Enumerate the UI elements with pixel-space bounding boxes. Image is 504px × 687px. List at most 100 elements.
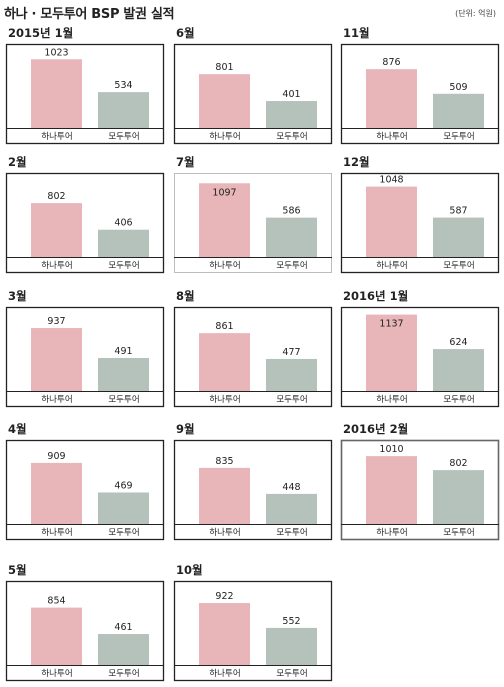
value-label-hana: 854 (47, 596, 65, 607)
panel-title: 12월 (343, 155, 370, 169)
chart-panel-nov: 11월 876 하나투어 509 모두투어 (340, 26, 500, 146)
value-label-hana: 1137 (379, 319, 403, 330)
bar-hana (199, 603, 250, 665)
bar-modu (266, 101, 317, 128)
chart-panel-jun: 6월 801 하나투어 401 모두투어 (173, 26, 333, 146)
value-label-hana: 861 (215, 321, 233, 332)
category-label-modu: 모두투어 (108, 527, 139, 538)
bar-modu (98, 492, 149, 524)
category-label-hana: 하나투어 (209, 394, 240, 405)
bar-chart: 854 하나투어 461 모두투어 (5, 580, 165, 682)
bar-hana (199, 183, 250, 257)
value-label-modu: 491 (114, 346, 132, 357)
page-title: 하나 · 모두투어 BSP 발권 실적 (4, 7, 175, 22)
value-label-hana: 835 (215, 456, 233, 467)
category-label-modu: 모두투어 (108, 131, 139, 142)
bar-chart: 909 하나투어 469 모두투어 (5, 439, 165, 541)
panel-title: 2016년 1월 (343, 289, 409, 303)
panel-title: 5월 (8, 563, 27, 577)
value-label-hana: 1023 (44, 47, 68, 58)
chart-panel-jul: 7월 1097 하나투어 586 모두투어 (174, 155, 332, 275)
bar-hana (31, 59, 82, 128)
category-label-hana: 하나투어 (209, 527, 240, 538)
panel-title: 9월 (176, 422, 195, 436)
bar-hana (366, 186, 417, 257)
category-label-hana: 하나투어 (41, 260, 72, 271)
panel-title: 4월 (8, 422, 27, 436)
value-label-hana: 1010 (379, 444, 403, 455)
chart-frame (340, 439, 500, 541)
chart-frame (5, 172, 165, 274)
category-label-modu: 모두투어 (276, 527, 307, 538)
value-label-modu: 469 (114, 480, 132, 491)
bar-chart: 876 하나투어 509 모두투어 (340, 43, 500, 145)
value-label-hana: 922 (215, 591, 233, 602)
bar-modu (98, 92, 149, 128)
value-label-modu: 477 (282, 347, 300, 358)
chart-panel-2016-jan: 2016년 1월 1137 하나투어 624 모두투어 (340, 289, 500, 409)
category-label-hana: 하나투어 (41, 394, 72, 405)
panel-title: 7월 (176, 155, 195, 169)
bar-hana (199, 333, 250, 391)
chart-frame (173, 306, 333, 408)
category-label-hana: 하나투어 (41, 131, 72, 142)
bar-chart: 1137 하나투어 624 모두투어 (340, 306, 500, 408)
value-label-modu: 586 (282, 206, 300, 217)
category-label-hana: 하나투어 (209, 668, 240, 679)
chart-panel-2016-feb: 2016년 2월 1010 하나투어 802 모두투어 (340, 422, 500, 542)
chart-panel-apr: 4월 909 하나투어 469 모두투어 (5, 422, 165, 542)
value-label-hana: 1097 (212, 187, 236, 198)
bar-modu (98, 229, 149, 257)
bar-chart: 1097 하나투어 586 모두투어 (174, 173, 332, 273)
chart-frame (5, 306, 165, 408)
category-label-hana: 하나투어 (209, 131, 240, 142)
category-label-hana: 하나투어 (41, 668, 72, 679)
value-label-modu: 461 (114, 622, 132, 633)
bar-hana (31, 328, 82, 391)
chart-panel-dec: 12월 1048 하나투어 587 모두투어 (340, 155, 500, 275)
bar-hana (31, 203, 82, 257)
chart-frame (174, 173, 332, 273)
category-label-modu: 모두투어 (443, 131, 474, 142)
category-label-modu: 모두투어 (276, 131, 307, 142)
category-label-hana: 하나투어 (376, 260, 407, 271)
bar-modu (433, 470, 484, 524)
panel-title: 3월 (8, 289, 27, 303)
bar-hana (366, 69, 417, 128)
value-label-hana: 876 (382, 57, 400, 68)
chart-panel-oct: 10월 922 하나투어 552 모두투어 (173, 563, 333, 683)
panel-title: 2016년 2월 (343, 422, 409, 436)
bar-hana (366, 314, 417, 391)
bar-modu (266, 493, 317, 524)
category-label-modu: 모두투어 (276, 668, 307, 679)
category-label-modu: 모두투어 (443, 527, 474, 538)
bar-chart: 922 하나투어 552 모두투어 (173, 580, 333, 682)
bar-hana (366, 456, 417, 524)
chart-frame (5, 580, 165, 682)
value-label-modu: 624 (449, 337, 467, 348)
value-label-modu: 401 (282, 89, 300, 100)
category-label-hana: 하나투어 (376, 527, 407, 538)
bar-chart: 835 하나투어 448 모두투어 (173, 439, 333, 541)
category-label-modu: 모두투어 (276, 394, 307, 405)
panel-title: 8월 (176, 289, 195, 303)
chart-frame (5, 43, 165, 145)
category-label-hana: 하나투어 (41, 527, 72, 538)
bar-modu (266, 358, 317, 391)
value-label-modu: 448 (282, 482, 300, 493)
category-label-modu: 모두투어 (443, 260, 474, 271)
value-label-hana: 801 (215, 62, 233, 73)
chart-frame (340, 43, 500, 145)
bar-modu (266, 217, 317, 257)
bar-hana (31, 462, 82, 524)
value-label-hana: 909 (47, 451, 65, 462)
bar-hana (199, 74, 250, 128)
bar-chart: 937 하나투어 491 모두투어 (5, 306, 165, 408)
bar-chart: 861 하나투어 477 모두투어 (173, 306, 333, 408)
bar-chart: 801 하나투어 401 모두투어 (173, 43, 333, 145)
bar-modu (433, 349, 484, 391)
panel-title: 6월 (176, 26, 195, 40)
panel-title: 10월 (176, 563, 203, 577)
chart-frame (340, 306, 500, 408)
value-label-modu: 552 (282, 616, 300, 627)
